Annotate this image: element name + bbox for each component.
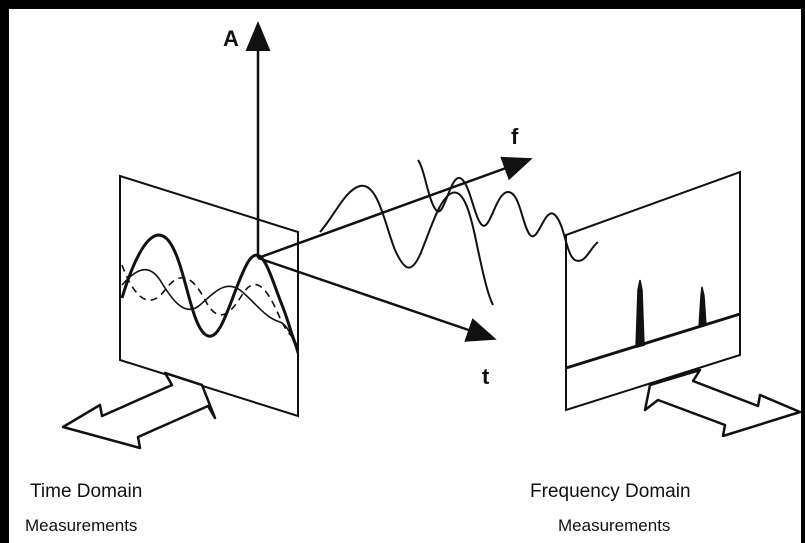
time-domain-caption: Time Domain: [30, 481, 143, 502]
frequency-domain-subcaption: Measurements: [558, 516, 671, 535]
time-thin-waveform: [121, 268, 299, 356]
frequency-axis-label: f: [511, 124, 519, 149]
frequency-domain-panel: [565, 170, 741, 412]
time-axis: [257, 256, 497, 342]
time-axis-label: t: [482, 364, 490, 389]
frequency-domain-caption: Frequency Domain: [530, 481, 691, 502]
time-dashed-waveform: [121, 264, 299, 340]
low-frequency-wave: [319, 184, 494, 306]
frequency-spike-2: [698, 286, 707, 329]
frequency-input-arrow: [643, 368, 802, 438]
component-waveforms: [319, 159, 599, 306]
time-bold-waveform: [120, 233, 300, 350]
high-frequency-wave: [417, 159, 599, 262]
time-input-arrow: [61, 371, 217, 450]
amplitude-axis-label: A: [223, 26, 239, 51]
input-arrows: [61, 368, 802, 450]
frequency-baseline: [565, 312, 741, 370]
frequency-spike-1: [635, 279, 645, 349]
time-domain-panel: [119, 174, 300, 418]
time-domain-subcaption: Measurements: [25, 516, 138, 535]
frequency-axis: [257, 156, 533, 260]
axes: [245, 21, 533, 342]
